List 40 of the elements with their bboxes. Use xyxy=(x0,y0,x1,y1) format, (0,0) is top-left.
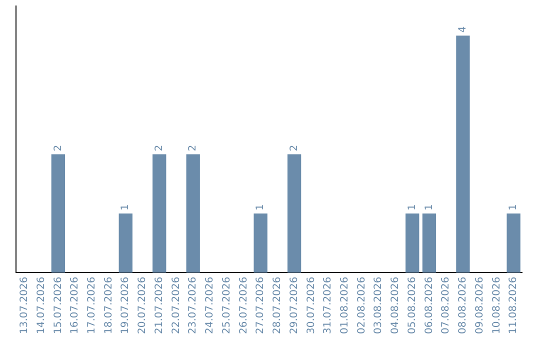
x-tick-label: 30.07.2026 xyxy=(306,276,317,334)
x-tick-label: 28.07.2026 xyxy=(272,276,284,334)
x-tick-label: 22.07.2026 xyxy=(170,276,182,334)
x-tick-label: 26.07.2026 xyxy=(238,276,250,334)
data-label: 2 xyxy=(288,144,300,152)
x-tick-label: 17.07.2026 xyxy=(86,276,98,334)
x-tick-label: 31.07.2026 xyxy=(322,276,334,334)
data-label: 1 xyxy=(424,204,435,210)
x-tick-label: 23.07.2026 xyxy=(188,276,199,334)
x-tick-label: 29.07.2026 xyxy=(288,276,300,334)
x-tick-label: 21.07.2026 xyxy=(154,276,165,334)
x-tick-label: 04.08.2026 xyxy=(390,276,402,334)
x-tick-label: 01.08.2026 xyxy=(339,276,350,334)
x-tick-label: 18.07.2026 xyxy=(103,276,114,334)
data-label: 2 xyxy=(52,144,64,152)
x-tick-label: 10.08.2026 xyxy=(491,276,502,334)
x-tick-label: 02.08.2026 xyxy=(356,276,368,334)
x-tick-label: 19.07.2026 xyxy=(120,276,132,334)
x-tick-label: 27.07.2026 xyxy=(255,276,266,334)
x-tick-label: 05.08.2026 xyxy=(406,276,418,334)
x-tick-label: 11.08.2026 xyxy=(508,276,520,334)
data-label: 2 xyxy=(188,144,199,152)
data-label: 2 xyxy=(154,144,165,152)
x-tick-label: 15.07.2026 xyxy=(52,276,64,334)
x-tick-label: 03.08.2026 xyxy=(373,276,384,334)
data-label: 1 xyxy=(406,204,418,210)
x-tick-label: 06.08.2026 xyxy=(424,276,435,334)
x-tick-label: 20.07.2026 xyxy=(137,276,148,334)
x-tick-label: 16.07.2026 xyxy=(70,276,81,334)
data-label: 1 xyxy=(255,204,266,210)
x-tick-label: 08.08.2026 xyxy=(458,276,469,334)
x-tick-label: 09.08.2026 xyxy=(474,276,486,334)
x-tick-label: 24.07.2026 xyxy=(204,276,216,334)
x-tick-label: 14.07.2026 xyxy=(36,276,47,334)
x-tick-label: 13.07.2026 xyxy=(19,276,30,334)
x-tick-label: 07.08.2026 xyxy=(440,276,452,334)
data-label: 4 xyxy=(458,26,469,33)
data-label: 1 xyxy=(508,204,520,210)
x-tick-label: 25.07.2026 xyxy=(221,276,232,334)
data-label: 1 xyxy=(120,204,132,210)
